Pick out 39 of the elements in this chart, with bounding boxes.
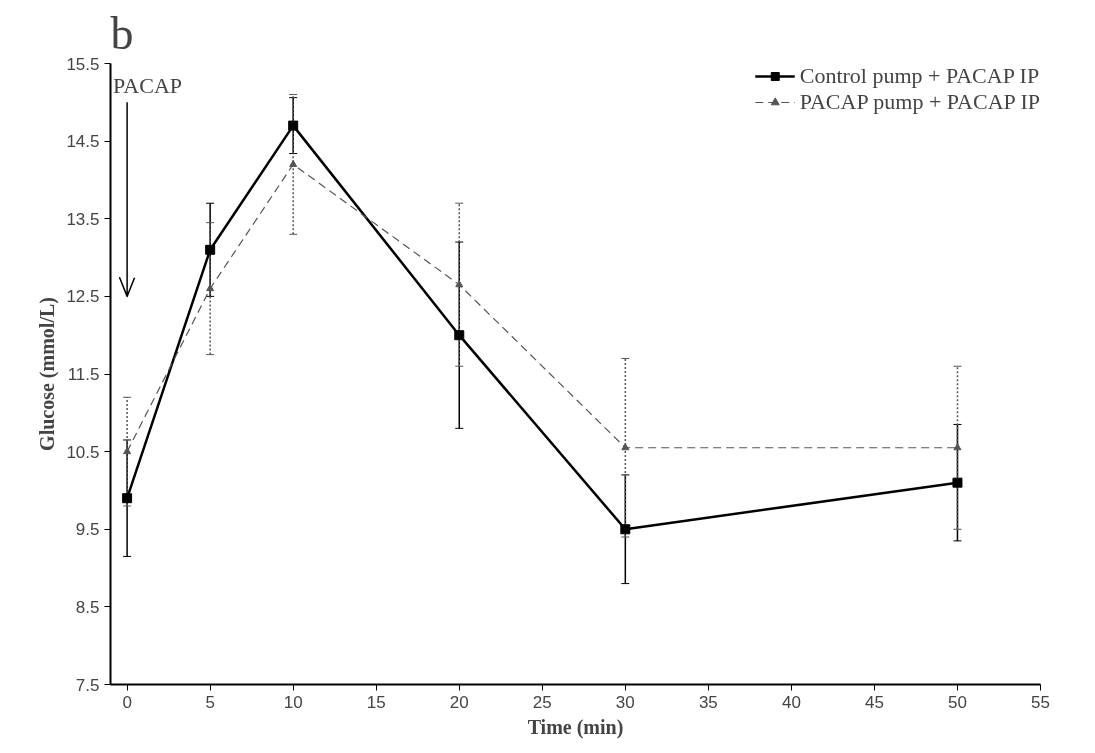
point (205, 244, 216, 255)
y-tick-label: 7.5 (75, 675, 100, 695)
point (123, 447, 132, 455)
point (953, 443, 962, 451)
x-tick-label: 30 (615, 692, 635, 712)
point (952, 477, 963, 488)
legend-label: PACAP pump + PACAP IP (799, 89, 1040, 115)
y-tick-label: 14.5 (66, 132, 100, 152)
x-tick-label: 0 (122, 692, 132, 712)
x-tick-label: 25 (532, 692, 552, 712)
y-tick-label: 13.5 (66, 209, 100, 229)
point (620, 524, 631, 535)
text: b (110, 7, 134, 59)
x-tick-label: 45 (864, 692, 884, 712)
x-tick-label: 55 (1031, 692, 1050, 712)
y-tick-label: 12.5 (66, 287, 100, 307)
y-tick-label: 8.5 (75, 597, 100, 617)
x-tick-label: 40 (781, 692, 801, 712)
y-tick-label: 11.5 (67, 365, 100, 384)
legend-label: Control pump + PACAP IP (799, 63, 1040, 89)
point (288, 120, 299, 131)
y-axis-title: Glucose (mmol/L) (36, 297, 60, 451)
y-tick-label: 10.5 (66, 442, 100, 462)
x-axis-title: Time (min) (527, 715, 624, 739)
ref-line-label: PACAP (113, 72, 183, 98)
y-tick-label: 15.5 (66, 54, 100, 74)
x-tick-label: 35 (698, 692, 718, 712)
point (455, 280, 464, 288)
x-tick-label: 50 (948, 692, 967, 712)
point (621, 443, 630, 451)
point (122, 493, 133, 504)
point (206, 284, 215, 292)
point (454, 330, 465, 341)
x-tick-label: 10 (283, 692, 303, 712)
x-tick-label: 15 (366, 692, 386, 712)
y-tick-label: 9.5 (75, 520, 100, 540)
x-tick-label: 5 (205, 692, 215, 712)
point (289, 159, 298, 167)
x-tick-label: 20 (449, 692, 469, 712)
